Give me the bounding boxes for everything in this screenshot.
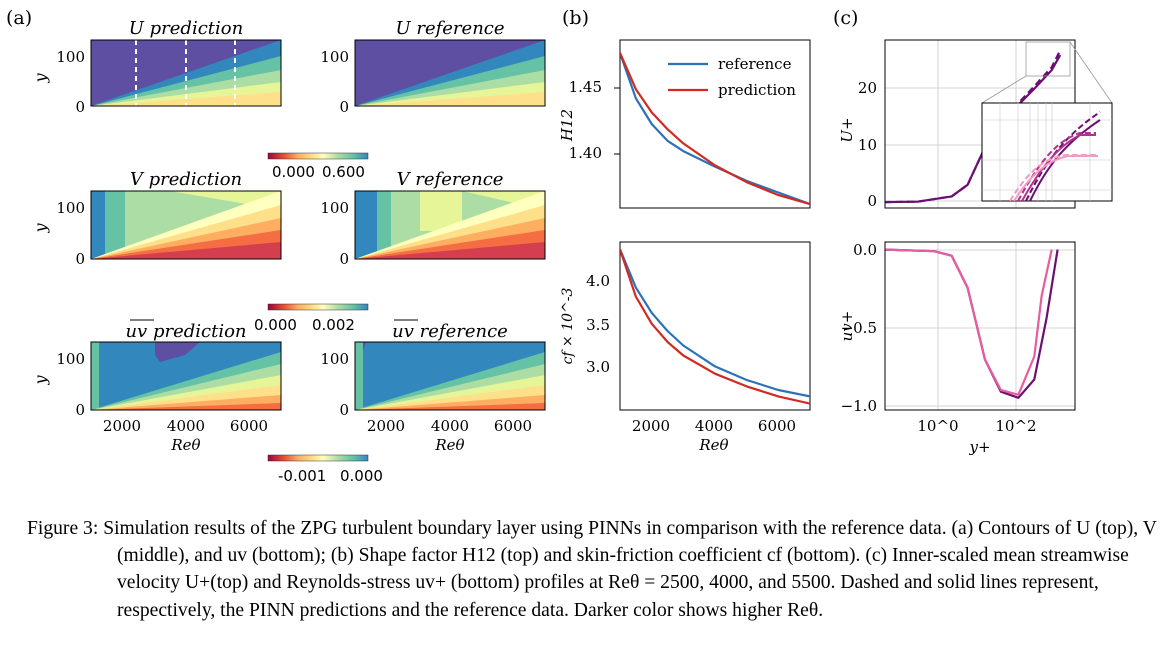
xlabel-y-plus: y+ <box>968 438 990 456</box>
caption-label: Figure 3: <box>27 518 99 539</box>
colorbar-u <box>267 152 369 160</box>
ylabel-uv-plus: uv+ <box>838 311 856 342</box>
ytick-0: 0 <box>339 250 349 268</box>
colorbar-uv <box>267 454 369 462</box>
ylabel-u-plus: U+ <box>838 117 856 142</box>
title-u-reference: U reference <box>395 18 504 39</box>
ytick: 3.5 <box>586 316 610 334</box>
series-line-0 <box>620 52 810 206</box>
series-line-1 <box>620 248 810 405</box>
title-uv-reference: uv reference <box>392 321 508 342</box>
chart-uv-plus: 0.0 −0.5 −1.0 uv+ 10^0 10^2 y+ <box>838 241 1076 456</box>
contour-u-reference: U reference <box>354 18 546 107</box>
xtick-6000: 6000 <box>230 417 268 435</box>
colorbar-u-tick: 0.600 <box>322 163 365 181</box>
title-v-prediction: V prediction <box>130 169 242 190</box>
xtick: 4000 <box>695 417 733 435</box>
xtick-2000: 2000 <box>103 417 141 435</box>
contour-uv-reference: uv reference <box>354 319 546 411</box>
panel-label-b: (b) <box>562 7 589 29</box>
contour-v-prediction: V prediction <box>90 169 282 260</box>
ytick: 4.0 <box>586 272 610 290</box>
chart-h12: 1.45 1.40 H12 reference prediction <box>558 39 811 209</box>
ytick-100: 100 <box>320 350 349 368</box>
ytick-100: 100 <box>56 350 85 368</box>
inset-plot <box>981 102 1113 202</box>
title-v-reference: V reference <box>397 169 504 190</box>
inset-zoom-box <box>1025 41 1071 77</box>
xtick-4000: 4000 <box>167 417 205 435</box>
ytick: −0.5 <box>841 319 877 337</box>
xtick: 10^0 <box>917 417 958 435</box>
xtick-2000: 2000 <box>367 417 405 435</box>
xtick-4000: 4000 <box>431 417 469 435</box>
ytick: 1.45 <box>569 78 602 96</box>
contour-v-reference: V reference <box>354 169 546 260</box>
series-line-1 <box>885 248 1053 396</box>
ytick-100: 100 <box>320 199 349 217</box>
ytick: 1.40 <box>569 144 602 162</box>
caption-text: Simulation results of the ZPG turbulent … <box>103 518 1157 621</box>
contour-uv-prediction: uv prediction <box>90 319 282 411</box>
ytick-0: 0 <box>75 98 85 116</box>
ytick-0: 0 <box>339 401 349 419</box>
chart-cf: 4.0 3.5 3.0 cf × 10^-3 2000 4000 6000 Re… <box>560 241 811 454</box>
xlabel-retheta: Reθ <box>170 436 200 454</box>
ylabel-row1: y <box>31 73 50 84</box>
xtick: 6000 <box>758 417 796 435</box>
figure-caption: Figure 3: Simulation results of the ZPG … <box>27 515 1162 624</box>
xlabel-retheta: Reθ <box>434 436 464 454</box>
ylabel-row3: y <box>31 375 50 386</box>
series-line-0 <box>885 248 1059 399</box>
ytick: 0.0 <box>853 241 877 259</box>
series-line-1 <box>620 52 810 206</box>
title-uv-prediction: uv prediction <box>125 321 246 342</box>
series-line-0 <box>620 248 810 398</box>
ytick: 20 <box>858 79 877 97</box>
ytick-0: 0 <box>75 250 85 268</box>
colorbar-u-tick: 0.000 <box>272 163 315 181</box>
ytick-0: 0 <box>339 98 349 116</box>
ytick-0: 0 <box>75 401 85 419</box>
chart-u-plus: 20 10 0 U+ <box>838 39 1113 210</box>
ylabel-row2: y <box>31 223 50 234</box>
colorbar-v-tick: 0.002 <box>312 316 355 334</box>
colorbar-uv-tick: 0.000 <box>340 467 383 485</box>
colorbar-uv-tick: -0.001 <box>278 467 326 485</box>
ytick-100: 100 <box>320 48 349 66</box>
ytick: −1.0 <box>841 397 877 415</box>
figure-3: (a) (b) (c) U prediction U reference <box>6 7 1113 485</box>
contour-u-prediction: U prediction <box>90 18 282 107</box>
panel-a-axes: y y y 100 0 100 0 100 0 100 0 100 0 100 … <box>31 48 532 454</box>
colorbars: 0.000 0.600 0.000 0.002 -0.001 0.000 <box>254 152 383 485</box>
ytick: 10 <box>858 136 877 154</box>
legend-reference: reference <box>718 55 792 73</box>
xtick: 10^2 <box>995 417 1036 435</box>
panel-label-c: (c) <box>833 7 858 29</box>
panel-label-a: (a) <box>6 7 32 29</box>
ylabel-cf: cf × 10^-3 <box>560 287 576 364</box>
colorbar-v <box>267 303 369 311</box>
ytick-100: 100 <box>56 48 85 66</box>
ytick: 0 <box>867 192 877 210</box>
legend-prediction: prediction <box>718 81 796 99</box>
xlabel-retheta: Reθ <box>698 436 728 454</box>
xtick-6000: 6000 <box>494 417 532 435</box>
ytick: 3.0 <box>586 358 610 376</box>
title-u-prediction: U prediction <box>129 18 243 39</box>
xtick: 2000 <box>632 417 670 435</box>
ytick-100: 100 <box>56 199 85 217</box>
ylabel-h12: H12 <box>558 109 576 142</box>
colorbar-v-tick: 0.000 <box>254 316 297 334</box>
